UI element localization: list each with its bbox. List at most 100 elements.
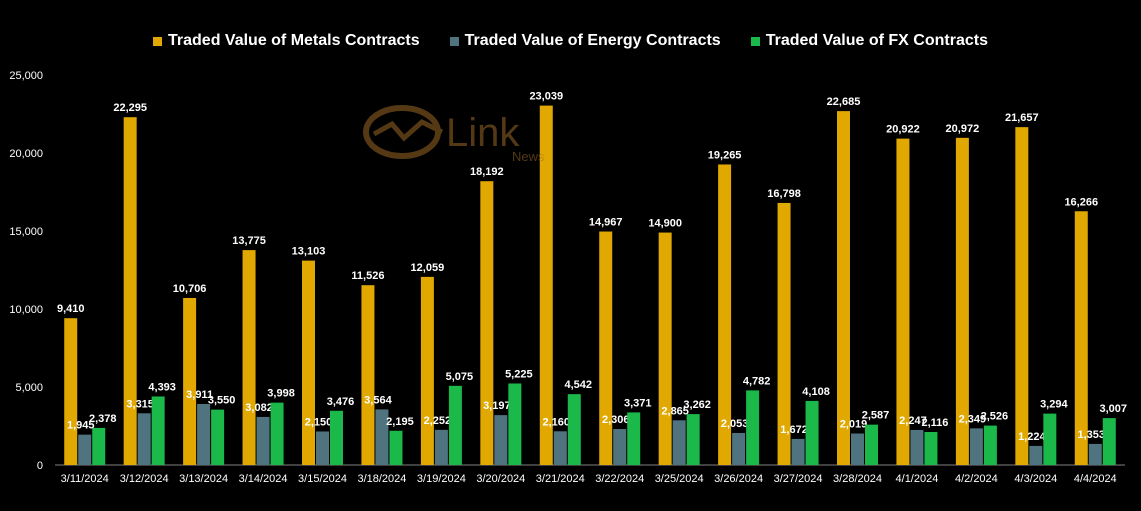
- y-tick-label: 10,000: [9, 304, 43, 316]
- data-label-fx: 3,998: [267, 388, 295, 400]
- x-tick-label: 3/28/2024: [833, 473, 882, 485]
- data-label-fx: 3,550: [208, 395, 236, 407]
- bar-metals: [896, 138, 910, 465]
- bar-fx: [924, 431, 938, 465]
- bar-fx: [865, 424, 878, 465]
- data-label-fx: 2,378: [89, 413, 117, 425]
- x-tick-label: 3/13/2024: [179, 473, 228, 485]
- x-tick-label: 4/2/2024: [955, 473, 998, 485]
- x-tick-label: 3/18/2024: [357, 473, 406, 485]
- data-label-metals: 21,657: [1005, 112, 1039, 124]
- data-label-fx: 2,195: [386, 416, 414, 428]
- bar-metals: [480, 181, 494, 465]
- watermark-sub: News: [512, 149, 545, 164]
- bar-energy: [613, 429, 627, 465]
- bar-fx: [151, 396, 165, 465]
- y-tick-label: 15,000: [9, 226, 43, 238]
- y-tick-label: 5,000: [15, 382, 43, 394]
- data-label-energy: 3,082: [245, 402, 273, 414]
- legend-swatch-energy: [449, 36, 459, 46]
- x-tick-label: 3/21/2024: [536, 473, 585, 485]
- data-label-energy: 2,252: [424, 415, 452, 427]
- bar-energy: [78, 434, 92, 465]
- x-tick-label: 3/25/2024: [655, 473, 704, 485]
- data-label-metals: 22,685: [827, 96, 861, 108]
- bar-metals: [658, 232, 672, 465]
- bar-fx: [330, 410, 343, 465]
- bar-energy: [732, 432, 746, 465]
- bar-metals: [420, 276, 434, 465]
- data-label-metals: 11,526: [351, 270, 384, 282]
- data-label-metals: 12,059: [411, 262, 445, 274]
- x-tick-label: 4/1/2024: [896, 473, 939, 485]
- data-label-metals: 23,039: [529, 91, 563, 103]
- bar-energy: [553, 431, 567, 465]
- data-label-energy: 2,306: [602, 414, 630, 426]
- bar-fx: [805, 400, 819, 465]
- bar-metals: [718, 164, 732, 465]
- watermark-logo: Link News: [362, 104, 577, 164]
- data-label-energy: 3,315: [126, 398, 154, 410]
- bar-energy: [137, 413, 151, 465]
- legend-label-energy: Traded Value of Energy Contracts: [464, 32, 721, 49]
- data-label-metals: 13,775: [232, 235, 266, 247]
- bar-energy: [197, 403, 211, 465]
- data-label-energy: 2,865: [661, 405, 689, 417]
- data-label-metals: 22,295: [113, 102, 147, 114]
- y-tick-label: 25,000: [9, 70, 43, 82]
- data-label-fx: 3,262: [683, 399, 711, 411]
- x-tick-label: 4/4/2024: [1074, 473, 1117, 485]
- bar-fx: [567, 394, 581, 465]
- x-tick-label: 3/27/2024: [774, 473, 823, 485]
- bar-energy: [791, 438, 805, 465]
- y-tick-label: 0: [37, 460, 43, 472]
- bar-energy: [851, 433, 864, 465]
- bar-energy: [910, 429, 924, 465]
- legend-item-metals: Traded Value of Metals Contracts: [153, 32, 420, 50]
- data-label-metals: 14,900: [648, 218, 682, 230]
- legend-label-fx: Traded Value of FX Contracts: [765, 32, 988, 49]
- x-tick-label: 3/20/2024: [476, 473, 525, 485]
- data-label-energy: 1,945: [67, 420, 95, 432]
- x-tick-label: 3/11/2024: [61, 473, 109, 485]
- legend: Traded Value of Metals Contracts Traded …: [0, 32, 1141, 50]
- bar-energy: [256, 416, 270, 465]
- bar-energy: [672, 420, 686, 465]
- data-label-fx: 4,108: [802, 386, 830, 398]
- bar-fx: [746, 390, 760, 465]
- bar-metals: [777, 202, 791, 465]
- data-label-energy: 2,150: [305, 416, 333, 428]
- bar-energy: [494, 415, 508, 465]
- data-label-energy: 1,672: [780, 424, 808, 436]
- data-label-energy: 2,019: [840, 419, 868, 431]
- legend-label-metals: Traded Value of Metals Contracts: [168, 32, 420, 49]
- data-label-energy: 2,247: [899, 415, 927, 427]
- data-label-fx: 3,294: [1040, 399, 1068, 411]
- data-label-energy: 3,564: [364, 394, 392, 406]
- bar-fx: [983, 425, 997, 465]
- data-label-metals: 13,103: [292, 246, 326, 258]
- bar-metals: [123, 117, 137, 465]
- data-label-fx: 2,116: [921, 417, 948, 429]
- data-label-metals: 16,266: [1064, 196, 1098, 208]
- x-tick-label: 3/26/2024: [714, 473, 763, 485]
- data-label-metals: 19,265: [708, 149, 742, 161]
- bar-energy: [375, 409, 389, 465]
- data-label-metals: 9,410: [57, 303, 85, 315]
- data-label-fx: 2,587: [862, 410, 890, 422]
- x-tick-label: 3/14/2024: [239, 473, 288, 485]
- bar-metals: [539, 105, 553, 465]
- legend-swatch-fx: [750, 36, 760, 46]
- data-label-energy: 3,197: [483, 400, 511, 412]
- data-label-metals: 20,922: [886, 124, 920, 136]
- data-label-fx: 5,075: [446, 371, 474, 383]
- data-label-fx: 3,476: [327, 396, 355, 408]
- data-label-fx: 2,526: [981, 411, 1009, 423]
- bar-fx: [448, 385, 462, 465]
- data-label-energy: 1,353: [1078, 429, 1106, 441]
- bar-fx: [1043, 413, 1057, 465]
- data-label-fx: 3,007: [1100, 403, 1128, 415]
- bar-energy: [316, 431, 329, 465]
- legend-item-energy: Traded Value of Energy Contracts: [449, 32, 721, 50]
- bar-fx: [211, 409, 225, 465]
